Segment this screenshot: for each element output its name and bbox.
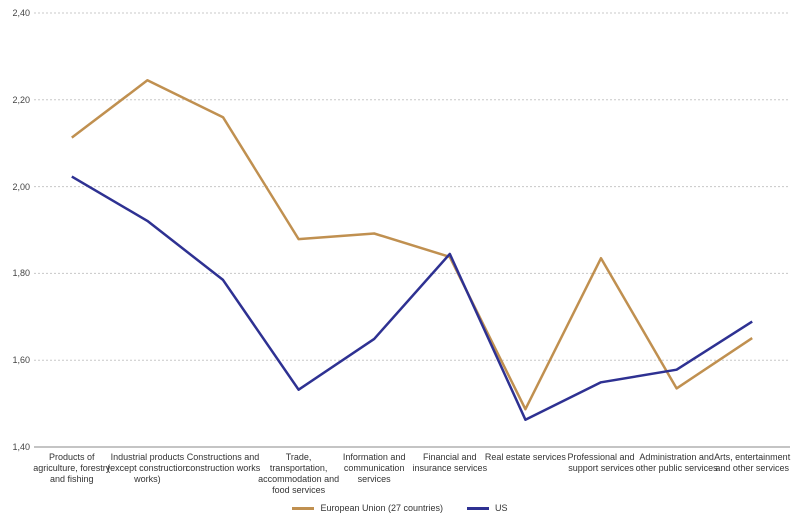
legend-item-us: US bbox=[467, 503, 508, 513]
legend-item-eu: European Union (27 countries) bbox=[292, 503, 443, 513]
y-tick-label: 1,40 bbox=[12, 442, 30, 452]
gridlines bbox=[34, 12, 790, 361]
legend: European Union (27 countries) US bbox=[0, 503, 800, 513]
x-tick-label: Arts, entertainment and other services bbox=[714, 452, 791, 473]
y-tick-label: 2,20 bbox=[12, 94, 30, 105]
x-tick-label: Constructions and construction works bbox=[185, 452, 261, 473]
x-tick-label: Trade, transportation, accommodation and… bbox=[258, 452, 340, 495]
series-line-eu bbox=[71, 79, 753, 411]
x-tick-label: Information and communication services bbox=[342, 452, 406, 484]
x-tick-label: Financial and insurance services bbox=[412, 452, 488, 473]
x-tick-label: Professional and support services bbox=[567, 452, 635, 473]
y-tick-label: 1,80 bbox=[12, 268, 30, 279]
x-tick-label: Industrial products (except construction… bbox=[107, 452, 188, 484]
y-tick-label: 2,40 bbox=[12, 8, 30, 18]
legend-swatch-eu bbox=[292, 506, 315, 510]
series-line-us bbox=[71, 175, 753, 421]
y-tick-label: 1,60 bbox=[12, 355, 30, 366]
x-tick-label: Administration and other public services bbox=[635, 452, 718, 473]
legend-label-us: US bbox=[495, 503, 508, 513]
x-tick-label: Real estate services bbox=[484, 452, 566, 462]
legend-label-eu: European Union (27 countries) bbox=[320, 503, 444, 513]
legend-swatch-us bbox=[467, 506, 490, 510]
y-tick-label: 2,00 bbox=[12, 181, 30, 192]
x-tick-label: Products of agriculture, forestry and fi… bbox=[33, 452, 111, 484]
series-lines bbox=[71, 79, 753, 421]
